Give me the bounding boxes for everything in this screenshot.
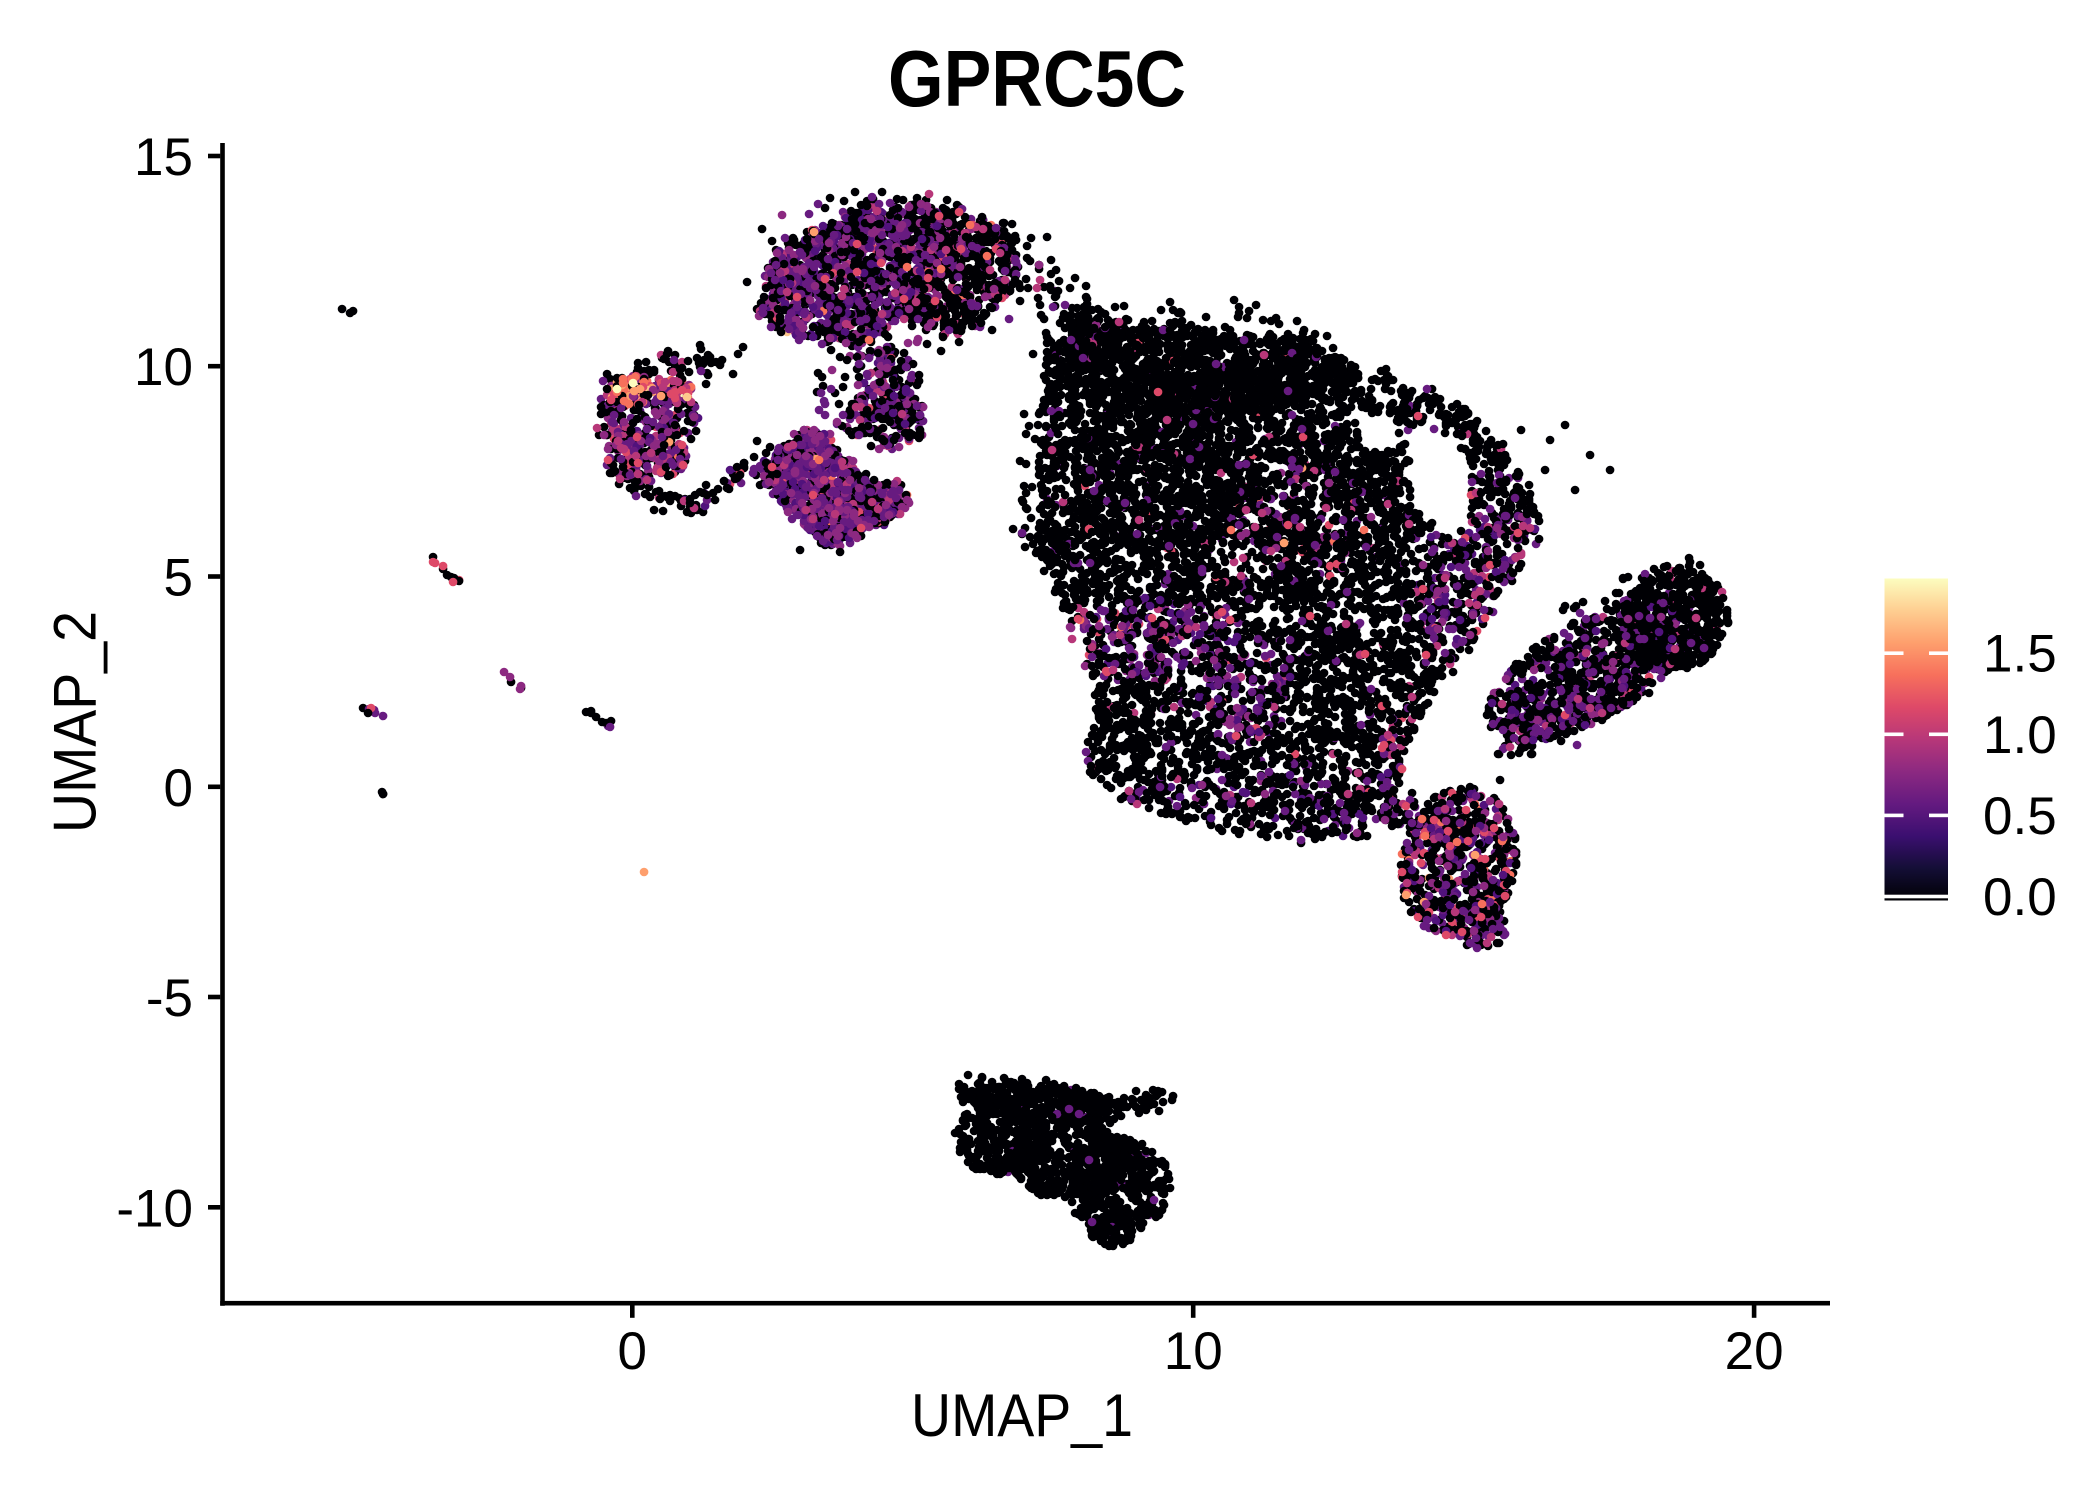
svg-text:0.5: 0.5 [1983, 787, 2057, 846]
svg-text:0: 0 [164, 759, 193, 818]
svg-text:20: 20 [1725, 1322, 1784, 1381]
svg-text:10: 10 [1164, 1322, 1223, 1381]
svg-text:1.0: 1.0 [1983, 706, 2057, 765]
svg-text:UMAP_2: UMAP_2 [42, 611, 109, 833]
svg-text:15: 15 [134, 128, 193, 187]
svg-text:0.0: 0.0 [1983, 868, 2057, 927]
svg-text:-10: -10 [116, 1179, 193, 1238]
svg-text:10: 10 [134, 338, 193, 397]
svg-text:0: 0 [618, 1322, 647, 1381]
svg-text:5: 5 [164, 549, 193, 608]
svg-text:-5: -5 [146, 969, 193, 1028]
svg-text:1.5: 1.5 [1983, 625, 2057, 684]
svg-text:GPRC5C: GPRC5C [888, 34, 1186, 123]
svg-text:UMAP_1: UMAP_1 [911, 1382, 1133, 1449]
